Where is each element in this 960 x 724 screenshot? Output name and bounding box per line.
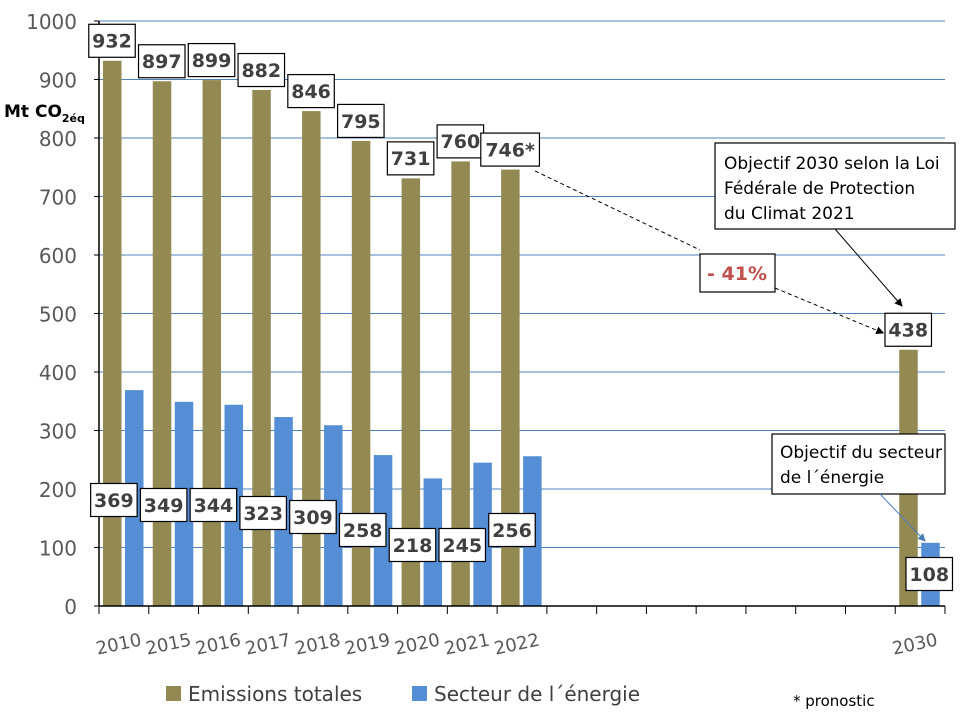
target-energy-callout: Objectif du secteur de l´énergie [771,433,946,495]
data-label: 731 [386,141,435,176]
x-tick-label: 2021 [443,630,492,660]
bar-emissions-totales [252,90,271,606]
bar-emissions-totales [202,80,222,606]
svg-text:108: 108 [909,564,949,586]
data-label: 349 [139,487,188,523]
x-tick-label: 2016 [194,630,243,660]
svg-text:- 41%: - 41% [707,263,767,285]
data-label: 256 [488,512,536,548]
data-label: 344 [189,487,238,523]
y-tick-label: 1000 [26,10,77,34]
data-label: 309 [289,499,337,535]
y-tick-label: 300 [39,420,77,444]
data-label: 932 [88,23,136,58]
svg-text:882: 882 [241,60,281,82]
svg-text:369: 369 [94,490,134,512]
data-label: 438 [884,312,933,347]
svg-text:438: 438 [888,320,928,342]
bar-emissions-totales [351,140,371,607]
bar-emissions-totales [451,161,470,606]
legend-label-energy: Secteur de l´énergie [434,682,640,706]
data-label: 882 [237,52,286,88]
svg-text:344: 344 [194,495,234,517]
data-label: 258 [338,512,387,548]
y-tick-label: 600 [39,244,77,268]
x-tick-label: 2017 [243,630,292,660]
x-tick-label: 2015 [144,630,193,660]
bar-emissions-totales [152,81,172,606]
x-tick-label: 2022 [492,630,541,660]
data-label: 218 [388,527,437,563]
reduction-label: - 41% [699,253,776,293]
svg-text:Objectif du secteur: Objectif du secteur [780,443,942,463]
data-label: 760 [436,124,485,159]
x-tick-label: 2018 [293,630,342,660]
bar-emissions-totales [501,169,520,606]
data-label: 245 [438,527,487,563]
svg-text:897: 897 [142,51,182,73]
y-tick-label: 500 [39,303,77,327]
data-label: 795 [336,103,385,139]
y-tick-label: 200 [39,478,77,502]
target-energy-arrow [879,493,926,542]
data-label: 746* [480,132,541,167]
data-label: 108 [905,556,954,592]
data-label: 369 [90,482,138,518]
bar-emissions-totales [103,60,122,606]
svg-text:de l´énergie: de l´énergie [780,468,884,488]
svg-text:349: 349 [144,495,184,517]
y-tick-label: 400 [39,361,77,385]
x-tick-label: 2020 [393,630,442,660]
footnote: * pronostic [793,692,875,710]
svg-text:245: 245 [442,535,482,557]
svg-text:Fédérale de Protection: Fédérale de Protection [724,179,915,199]
x-tick-label: 2010 [94,630,143,660]
legend-swatch-energy [412,686,427,701]
target-total-arrow [834,228,903,307]
bar-emissions-totales [302,111,321,606]
y-tick-label: 100 [39,537,77,561]
legend: Emissions totales Secteur de l´énergie [166,682,640,706]
x-tick-label: 2019 [343,630,392,660]
legend-swatch-total [166,686,181,701]
data-label: 897 [137,44,186,79]
y-tick-label: 800 [39,127,77,151]
y-tick-label: 0 [64,595,77,619]
svg-text:731: 731 [391,148,431,170]
data-label: 899 [187,42,236,78]
svg-text:du Climat 2021: du Climat 2021 [724,204,855,224]
svg-text:932: 932 [92,31,132,53]
y-tick-label: 700 [39,186,77,210]
reduction-arrow [774,287,885,335]
data-label: 323 [239,495,288,531]
svg-text:218: 218 [393,535,433,557]
svg-text:323: 323 [243,503,283,525]
target-total-callout: Objectif 2030 selon la Loi Fédérale de Pr… [714,142,956,230]
data-label: 846 [287,73,335,109]
y-tick-label: 900 [39,69,77,93]
svg-text:846: 846 [291,81,331,103]
x-tick-label: 2030 [890,630,939,660]
svg-text:746*: 746* [485,139,535,161]
svg-text:795: 795 [341,111,381,133]
bar-emissions-totales [401,178,421,607]
svg-text:258: 258 [343,520,383,542]
legend-label-total: Emissions totales [188,682,362,706]
svg-text:256: 256 [492,520,532,542]
y-axis-label: Mt CO2éq [4,102,85,125]
reduction-arrow-line [534,170,701,251]
svg-text:Objectif 2030 selon la Loi: Objectif 2030 selon la Loi [724,154,940,174]
svg-text:760: 760 [441,131,481,153]
svg-text:309: 309 [293,507,333,529]
svg-text:899: 899 [192,50,232,72]
